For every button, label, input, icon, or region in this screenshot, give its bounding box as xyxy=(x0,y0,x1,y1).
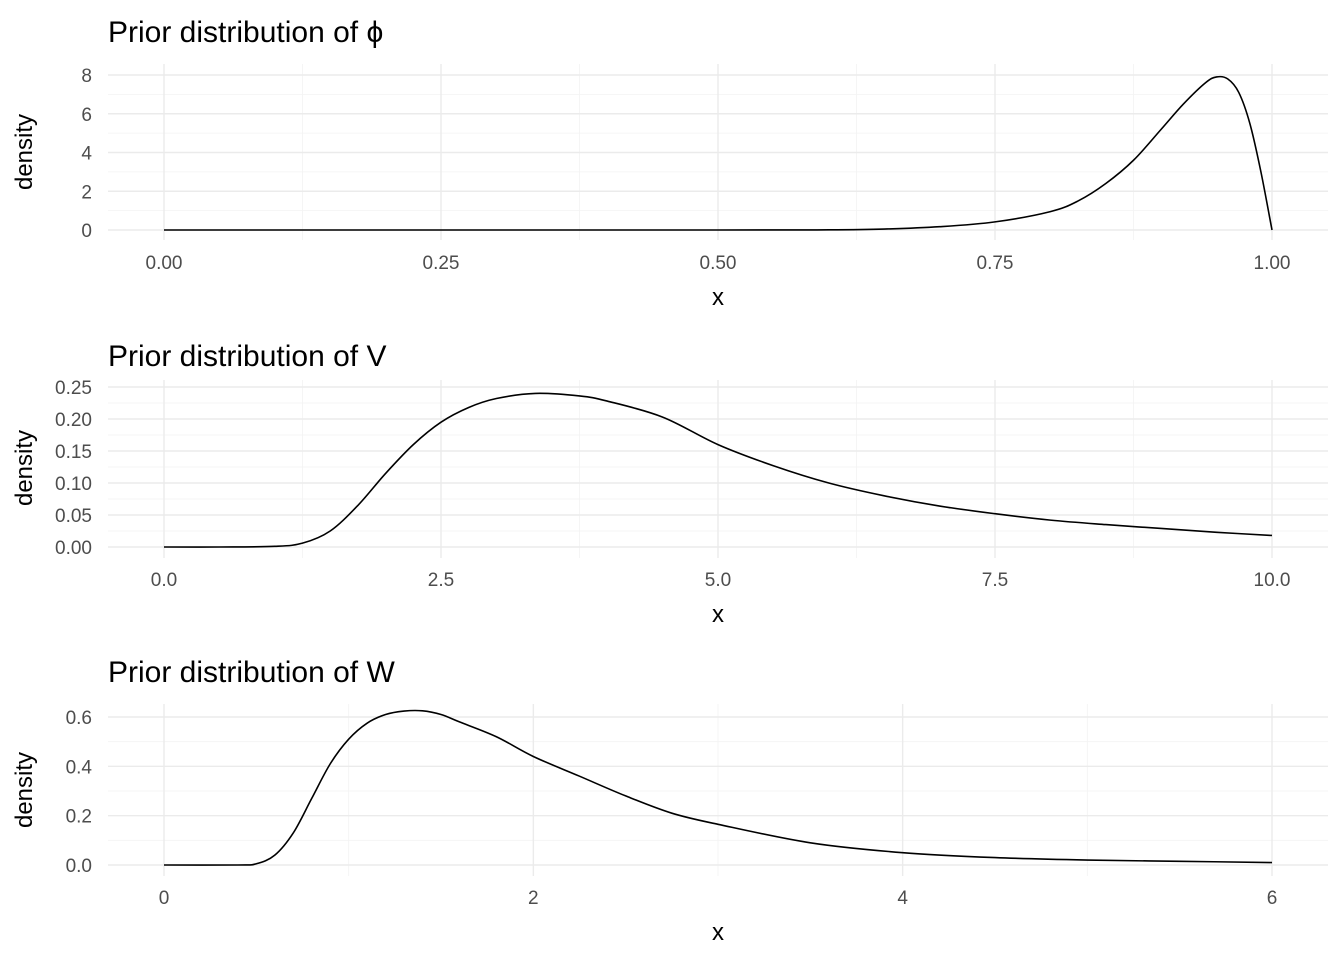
chart-title: Prior distribution of ϕ xyxy=(108,16,383,49)
y-axis-label: density xyxy=(11,752,38,828)
x-tick-label: 7.5 xyxy=(982,570,1008,591)
x-tick-label: 5.0 xyxy=(705,570,731,591)
y-tick-label: 2 xyxy=(81,182,92,203)
x-tick-label: 0.00 xyxy=(146,253,183,274)
x-tick-label: 6 xyxy=(1267,888,1278,909)
x-axis-label: x xyxy=(712,601,724,628)
y-tick-label: 6 xyxy=(81,105,92,126)
y-tick-label: 0.0 xyxy=(66,856,92,877)
y-tick-label: 0.4 xyxy=(66,757,93,778)
y-tick-label: 0.15 xyxy=(55,442,92,463)
chart-panel-3: 0 2 4 6 0.0 0.2 0.4 0.6 Prior distribution of W x… xyxy=(11,656,1328,946)
chart-title: Prior distribution of W xyxy=(108,656,395,689)
chart-title: Prior distribution of V xyxy=(108,340,386,373)
y-tick-label: 0.6 xyxy=(66,708,92,729)
x-tick-label: 0.50 xyxy=(700,253,737,274)
x-tick-label: 1.00 xyxy=(1254,253,1291,274)
density-curve xyxy=(163,75,1273,231)
x-axis-label: x xyxy=(712,919,724,946)
x-axis-label: x xyxy=(712,284,724,311)
x-tick-label: 4 xyxy=(897,888,908,909)
chart-panel-2: 0.0 2.5 5.0 7.5 10.0 0.00 0.05 0.10 0.15 0.20 0.25… xyxy=(11,340,1328,628)
y-tick-label: 0.2 xyxy=(66,807,92,828)
y-tick-label: 4 xyxy=(81,144,92,165)
y-tick-label: 0.05 xyxy=(55,506,92,527)
x-tick-label: 10.0 xyxy=(1254,570,1291,591)
x-tick-label: 0.0 xyxy=(151,570,177,591)
x-tick-label: 2.5 xyxy=(428,570,454,591)
x-tick-label: 0 xyxy=(159,888,170,909)
x-tick-label: 0.25 xyxy=(423,253,460,274)
y-tick-label: 0.25 xyxy=(55,378,92,399)
x-tick-label: 0.75 xyxy=(977,253,1014,274)
y-tick-label: 0.00 xyxy=(55,538,92,559)
density-curve xyxy=(163,392,1273,548)
y-tick-label: 0.20 xyxy=(55,410,92,431)
y-axis-label: density xyxy=(11,114,38,190)
y-axis-label: density xyxy=(11,430,38,506)
chart-panel-1: 0.00 0.25 0.50 0.75 1.00 0 2 4 6 8 Prior distribut… xyxy=(11,16,1328,311)
x-tick-label: 2 xyxy=(528,888,539,909)
y-tick-label: 0.10 xyxy=(55,474,92,495)
density-curve xyxy=(163,709,1273,866)
y-tick-label: 0 xyxy=(81,221,92,242)
y-tick-label: 8 xyxy=(81,66,92,87)
